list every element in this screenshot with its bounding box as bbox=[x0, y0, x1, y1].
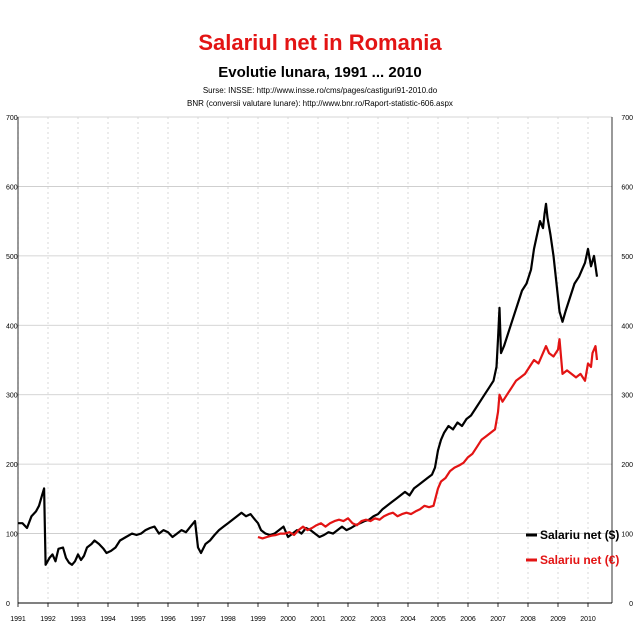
x-tick-label: 2005 bbox=[430, 616, 446, 623]
y-tick-label-right: 300 bbox=[621, 393, 633, 400]
x-tick-label: 1991 bbox=[10, 616, 26, 623]
legend-label-usd: Salariu net ($) bbox=[540, 528, 619, 542]
x-tick-label: 1997 bbox=[190, 616, 206, 623]
y-tick-label-right: 100 bbox=[621, 532, 633, 539]
series-line-eur bbox=[257, 338, 599, 540]
x-tick-label: 2002 bbox=[340, 616, 356, 623]
source-line-1: Surse: INSSE: http://www.insse.ro/cms/pa… bbox=[203, 86, 438, 95]
y-tick-label-right: 700 bbox=[621, 115, 633, 122]
x-tick-label: 2007 bbox=[490, 616, 506, 623]
y-tick-label-right: 500 bbox=[621, 254, 633, 261]
x-tick-label: 2004 bbox=[400, 616, 416, 623]
series-lines bbox=[18, 202, 599, 566]
source-line-2: BNR (conversii valutare lunare): http://… bbox=[187, 99, 453, 108]
y-tick-label-left: 200 bbox=[6, 462, 18, 469]
x-tick-label: 2001 bbox=[310, 616, 326, 623]
chart-subtitle: Evolutie lunara, 1991 ... 2010 bbox=[218, 64, 421, 81]
x-tick-label: 1996 bbox=[160, 616, 176, 623]
x-tick-label: 2006 bbox=[460, 616, 476, 623]
y-tick-label-left: 700 bbox=[6, 115, 18, 122]
chart-title: Salariul net in Romania bbox=[198, 30, 442, 55]
x-tick-label: 2003 bbox=[370, 616, 386, 623]
y-tick-label-left: 0 bbox=[6, 601, 10, 608]
y-tick-label-right: 400 bbox=[621, 323, 633, 330]
legend: Salariu net ($) Salariu net (€) bbox=[526, 528, 619, 567]
y-tick-label-right: 0 bbox=[629, 601, 633, 608]
x-tick-label: 1992 bbox=[40, 616, 56, 623]
x-tick-label: 2008 bbox=[520, 616, 536, 623]
x-tick-label: 2009 bbox=[550, 616, 566, 623]
y-tick-label-right: 200 bbox=[621, 462, 633, 469]
x-tick-label: 1995 bbox=[130, 616, 146, 623]
grid-lines bbox=[17, 116, 612, 604]
x-tick-label: 2010 bbox=[580, 616, 596, 623]
y-tick-label-right: 600 bbox=[621, 184, 633, 191]
axes bbox=[17, 117, 613, 604]
x-tick-label: 1999 bbox=[250, 616, 266, 623]
y-axis-ticks-right: 0 100 200 300 400 500 600 700 bbox=[621, 115, 633, 608]
legend-label-eur: Salariu net (€) bbox=[540, 553, 619, 567]
y-axis-ticks-left: 0 100 200 300 400 500 600 700 bbox=[6, 115, 18, 608]
y-tick-label-left: 300 bbox=[6, 393, 18, 400]
x-tick-label: 1994 bbox=[100, 616, 116, 623]
y-tick-label-left: 400 bbox=[6, 323, 18, 330]
x-axis-ticks: 1991 1992 1993 1994 1995 1996 1997 1998 1999 2000… bbox=[10, 603, 596, 623]
series-line-usd bbox=[18, 202, 599, 566]
y-tick-label-left: 500 bbox=[6, 254, 18, 261]
y-tick-label-left: 600 bbox=[6, 184, 18, 191]
y-tick-label-left: 100 bbox=[6, 532, 18, 539]
x-tick-label: 2000 bbox=[280, 616, 296, 623]
x-tick-label: 1998 bbox=[220, 616, 236, 623]
x-tick-label: 1993 bbox=[70, 616, 86, 623]
